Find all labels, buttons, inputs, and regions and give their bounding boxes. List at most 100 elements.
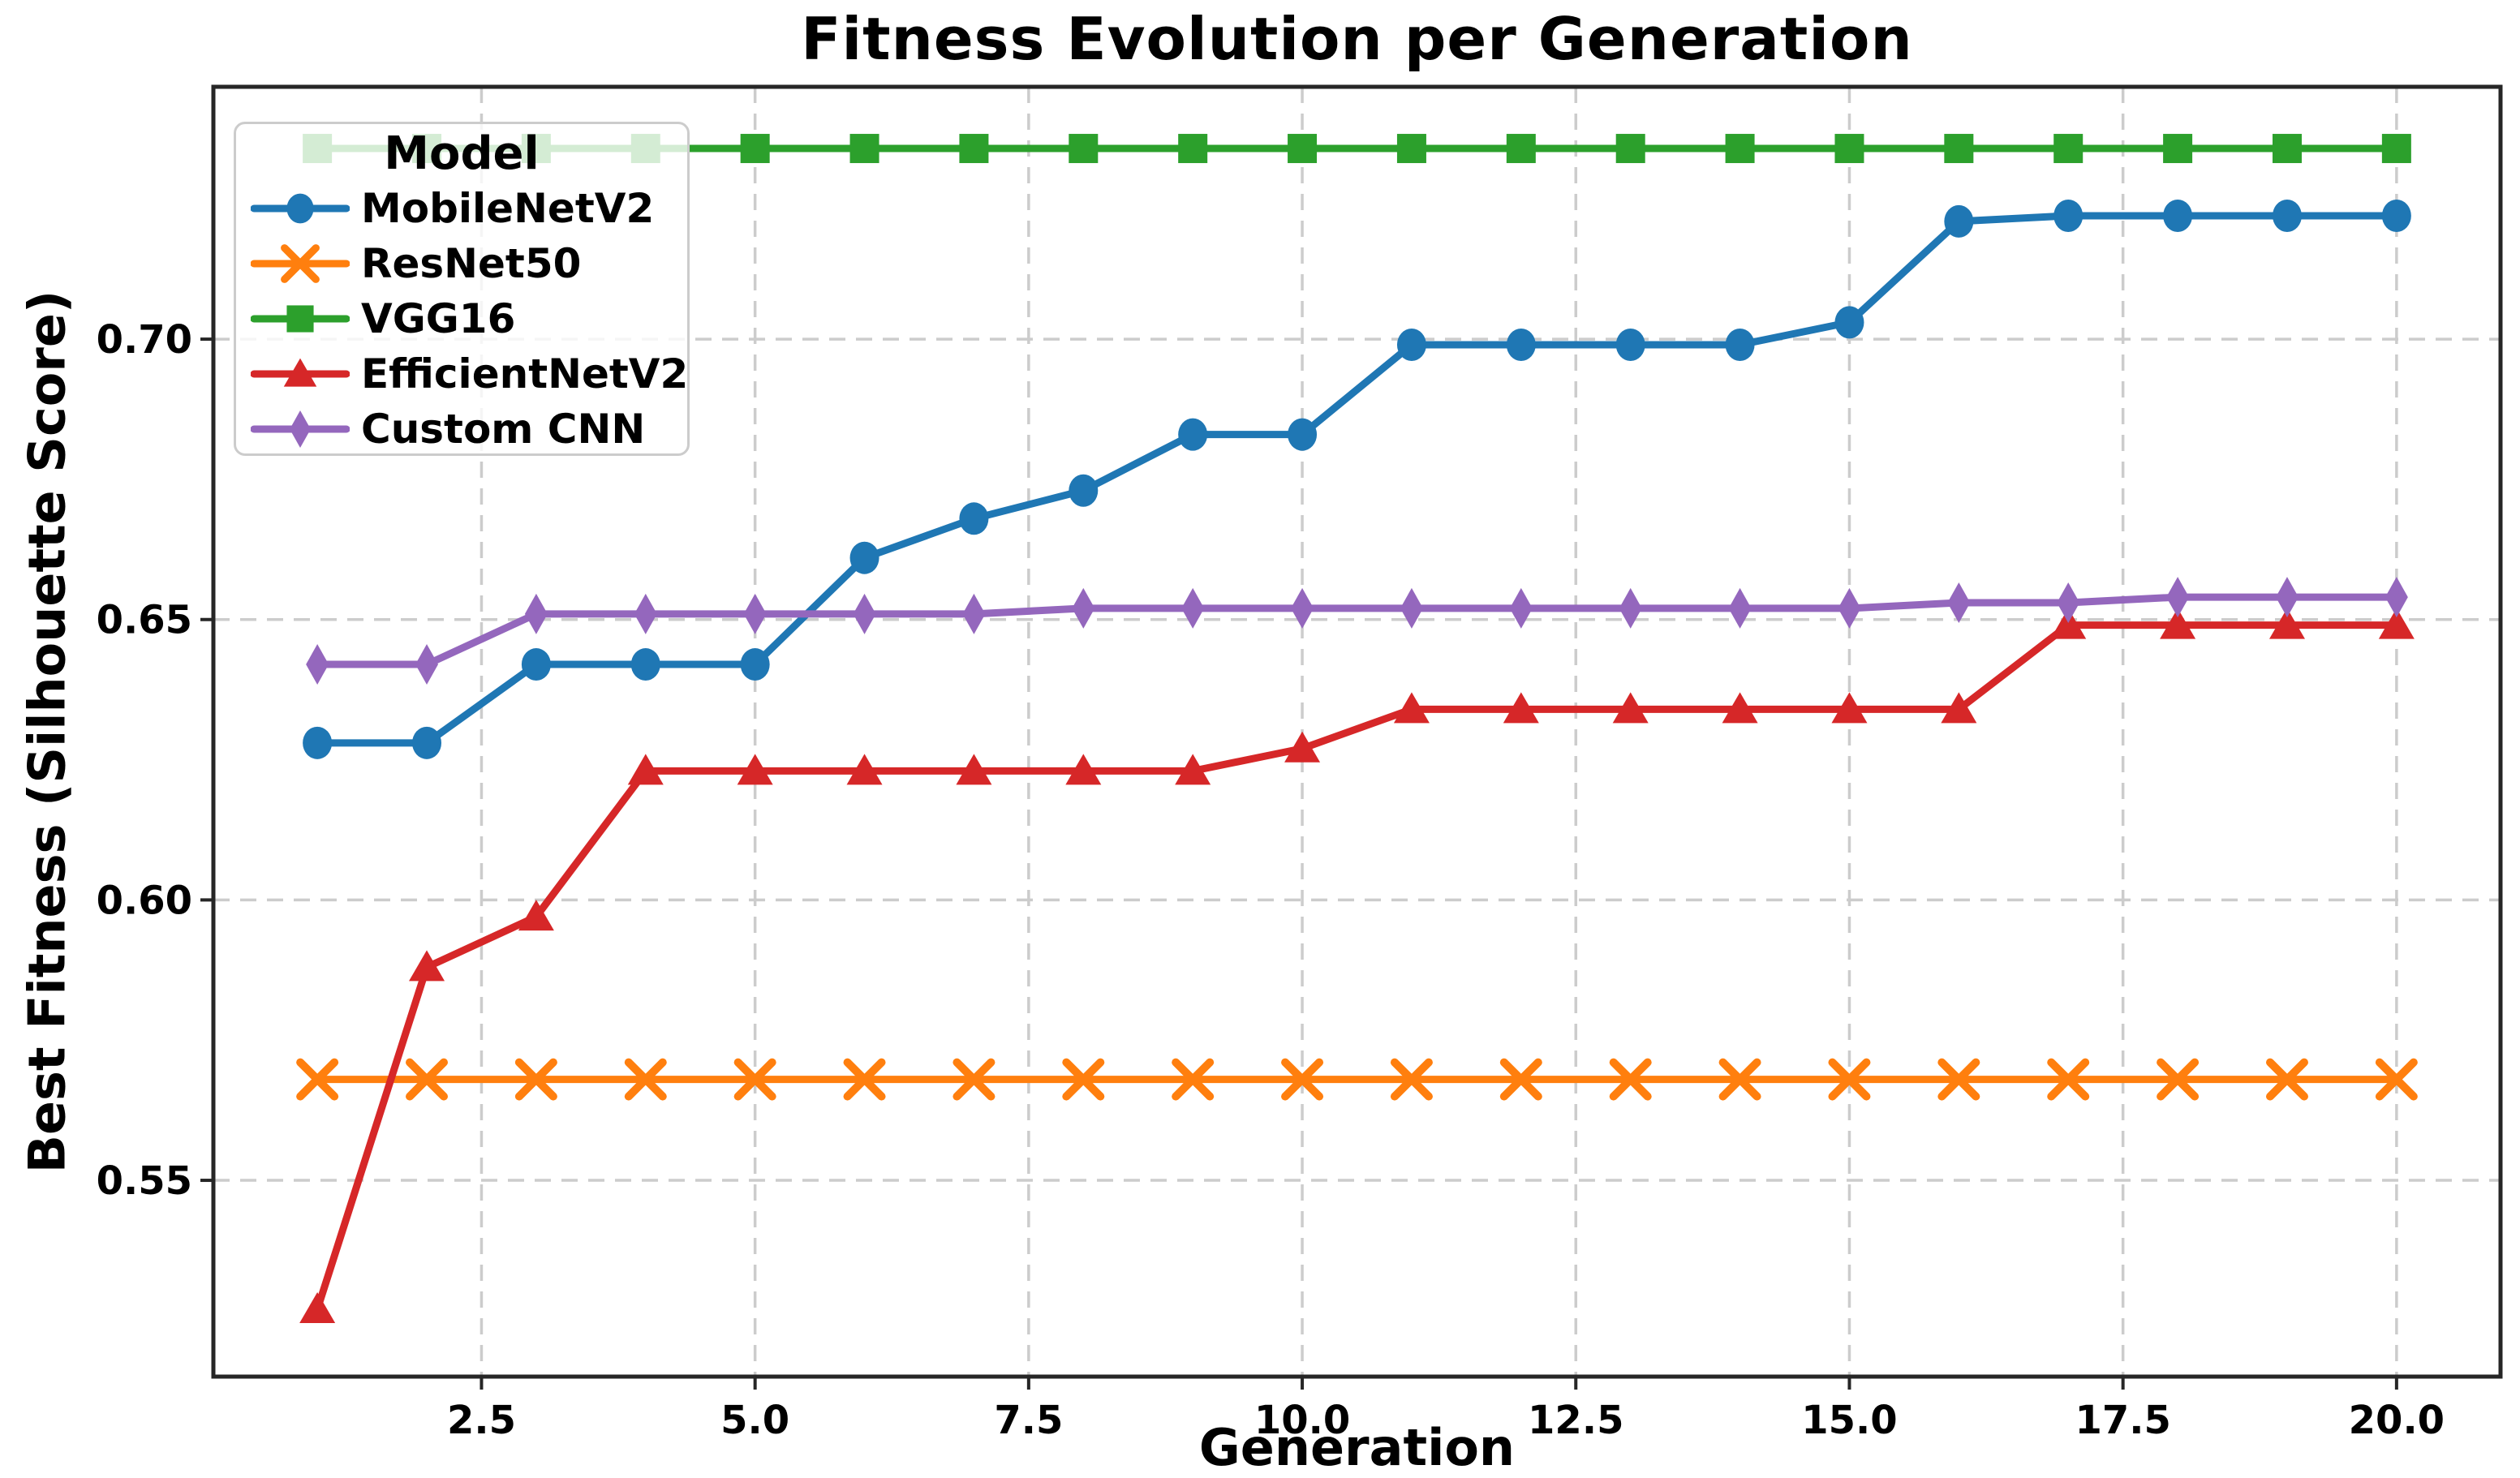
data-point-marker <box>2057 582 2080 623</box>
data-point-marker <box>956 754 992 785</box>
data-point-marker <box>1284 731 1321 763</box>
chart-title: Fitness Evolution per Generation <box>801 5 1913 73</box>
legend-swatch-circle-icon <box>251 193 350 224</box>
data-point-marker <box>281 244 320 283</box>
legend-swatch-square-icon <box>251 305 350 333</box>
series-line <box>313 212 2401 747</box>
data-point-marker <box>1831 692 1868 724</box>
data-point-marker <box>953 1058 996 1101</box>
data-point-marker <box>1947 582 1971 623</box>
series-line <box>313 621 2401 1313</box>
data-point-marker <box>514 1058 557 1101</box>
data-point-marker <box>406 1058 449 1101</box>
legend: Model MobileNetV2 ResNet50 VGG16 EfficientN… <box>234 122 690 456</box>
data-point-marker <box>412 726 442 759</box>
x-tick-label: 10.0 <box>1254 1398 1350 1443</box>
x-axis-label: Generation <box>1198 1418 1516 1477</box>
legend-item-efficientnetv2: EfficientNetV2 <box>236 346 689 402</box>
data-point-marker <box>2163 200 2193 232</box>
data-point-marker <box>1288 418 1318 451</box>
x-tick-label: 7.5 <box>994 1398 1063 1443</box>
data-point-marker <box>524 593 548 634</box>
data-point-marker <box>2272 134 2302 164</box>
data-point-marker <box>2381 200 2411 232</box>
y-tick-label: 0.60 <box>97 878 192 923</box>
data-point-marker <box>630 648 660 681</box>
data-point-marker <box>1181 587 1205 629</box>
data-point-marker <box>1944 134 1974 164</box>
data-point-marker <box>2047 1058 2090 1101</box>
legend-swatch-thin-diamond-icon <box>251 410 350 448</box>
legend-label: Custom CNN <box>361 406 646 453</box>
data-point-marker <box>1291 587 1314 629</box>
data-point-marker <box>740 648 770 681</box>
data-point-marker <box>2160 608 2196 639</box>
x-tick-label: 17.5 <box>2075 1398 2170 1443</box>
data-point-marker <box>1937 1058 1980 1101</box>
series-line <box>313 593 2401 668</box>
data-point-marker <box>2053 134 2084 164</box>
series-vgg16 <box>303 134 2411 164</box>
legend-item-mobilenetv2: MobileNetV2 <box>236 181 687 236</box>
data-point-marker <box>1828 1058 1871 1101</box>
x-tick-label: 2.5 <box>447 1398 516 1443</box>
data-point-marker <box>843 1058 886 1101</box>
x-tick-label: 12.5 <box>1528 1398 1623 1443</box>
data-point-marker <box>1396 134 1426 164</box>
data-point-marker <box>1503 692 1539 724</box>
data-point-marker <box>740 134 770 164</box>
data-point-marker <box>1944 204 1974 238</box>
tick-marks <box>200 337 2398 1390</box>
data-point-marker <box>1062 1058 1105 1101</box>
data-point-marker <box>303 726 333 759</box>
x-tick-label: 15.0 <box>1801 1398 1897 1443</box>
data-point-marker <box>624 1058 667 1101</box>
data-point-marker <box>1728 587 1752 629</box>
data-point-marker <box>1834 306 1864 339</box>
data-point-marker <box>2385 577 2408 618</box>
data-point-marker <box>1393 692 1430 724</box>
series-resnet50 <box>296 1058 2418 1101</box>
series-custom-cnn <box>306 577 2408 685</box>
data-point-marker <box>1506 329 1536 361</box>
legend-items: MobileNetV2 ResNet50 VGG16 EfficientNetV2 Cu… <box>236 181 689 457</box>
y-axis-label: Best Fitness (Silhouette Score) <box>17 290 77 1174</box>
y-tick-label: 0.55 <box>97 1158 192 1204</box>
data-point-marker <box>2166 577 2190 618</box>
legend-label: ResNet50 <box>361 240 582 287</box>
data-point-marker <box>1722 692 1758 724</box>
data-point-marker <box>1615 134 1645 164</box>
plot-spines <box>211 84 2503 1379</box>
data-point-marker <box>1069 474 1099 507</box>
data-point-marker <box>1509 587 1533 629</box>
data-point-marker <box>1615 329 1645 361</box>
data-point-marker <box>2163 134 2193 164</box>
data-point-marker <box>2268 608 2305 639</box>
data-point-marker <box>2157 1058 2200 1101</box>
data-point-marker <box>846 754 883 785</box>
legend-title: Model <box>384 127 540 180</box>
data-point-marker <box>1178 418 1208 451</box>
data-point-marker <box>286 193 314 224</box>
data-point-marker <box>306 644 329 685</box>
data-point-marker <box>1838 587 1861 629</box>
legend-label: VGG16 <box>361 295 516 342</box>
legend-label: EfficientNetV2 <box>361 350 689 397</box>
data-point-marker <box>1499 1058 1542 1101</box>
data-point-marker <box>1390 1058 1433 1101</box>
y-tick-label: 0.65 <box>97 598 192 643</box>
tick-labels: 2.5 5.0 7.5 10.0 12.5 15.0 17.5 20.0 0.55 0.60 0.6… <box>97 317 2445 1443</box>
data-point-marker <box>962 593 986 634</box>
data-point-marker <box>283 358 317 387</box>
data-point-marker <box>2375 1058 2418 1101</box>
legend-label: MobileNetV2 <box>361 185 655 232</box>
data-point-marker <box>1725 134 1755 164</box>
legend-item-vgg16: VGG16 <box>236 291 687 346</box>
data-point-marker <box>1178 134 1208 164</box>
x-tick-label: 20.0 <box>2349 1398 2445 1443</box>
data-point-marker <box>415 644 439 685</box>
data-point-marker <box>1072 587 1095 629</box>
series-mobilenetv2 <box>303 200 2411 759</box>
data-point-marker <box>1175 754 1211 785</box>
data-point-marker <box>286 305 314 333</box>
